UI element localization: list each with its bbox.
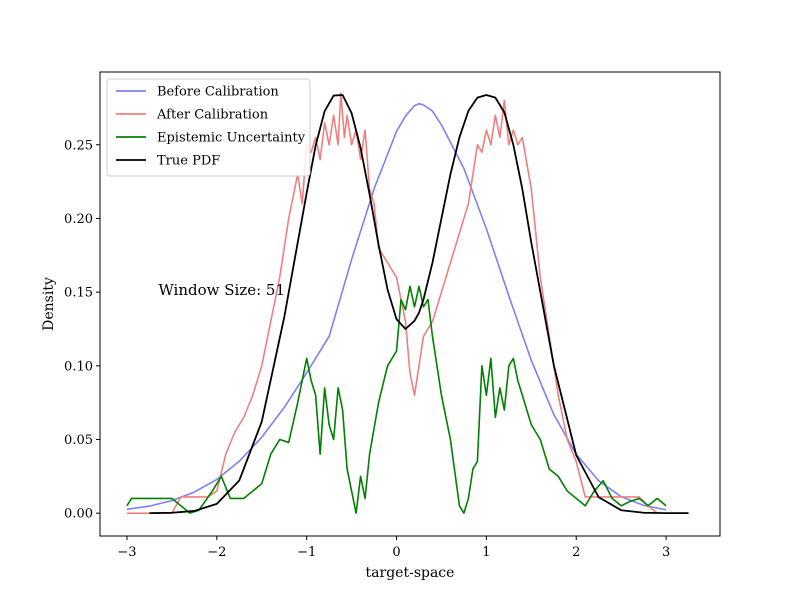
x-tick-label: −2 <box>207 545 226 560</box>
legend-box <box>106 78 311 177</box>
y-tick-label: 0.00 <box>64 507 93 522</box>
series-line-epistemic-uncertainty <box>126 285 667 514</box>
y-tick-label: 0.10 <box>64 359 93 374</box>
series-layer <box>126 92 689 515</box>
x-tick-label: −3 <box>117 545 136 560</box>
y-tick-label: 0.20 <box>64 212 93 227</box>
legend: Before Calibration After Calibration Epist… <box>106 78 311 177</box>
y-tick-label: 0.05 <box>64 433 93 448</box>
x-axis-label: target-space <box>366 565 455 581</box>
x-tick-label: 1 <box>482 545 490 560</box>
y-tick-label: 0.15 <box>64 286 93 301</box>
legend-label: True PDF <box>157 154 220 169</box>
series-line-after-calibration <box>126 92 658 514</box>
legend-label: Epistemic Uncertainty <box>157 131 306 146</box>
x-axis: −3 −2 −1 0 1 2 3 <box>117 536 670 560</box>
legend-label: After Calibration <box>156 108 269 123</box>
x-tick-label: 2 <box>572 545 580 560</box>
series-line-true-pdf <box>149 94 689 515</box>
window-size-annotation: Window Size: 51 <box>158 281 285 299</box>
plot-frame <box>99 71 721 537</box>
x-tick-label: 3 <box>662 545 670 560</box>
y-axis: 0.00 0.05 0.10 0.15 0.20 0.25 <box>64 138 100 522</box>
series-line-before-calibration <box>126 102 667 511</box>
x-tick-label: 0 <box>392 545 400 560</box>
y-axis-label: Density <box>41 277 57 331</box>
y-tick-label: 0.25 <box>64 138 93 153</box>
x-tick-label: −1 <box>297 545 316 560</box>
legend-label: Before Calibration <box>157 85 279 100</box>
